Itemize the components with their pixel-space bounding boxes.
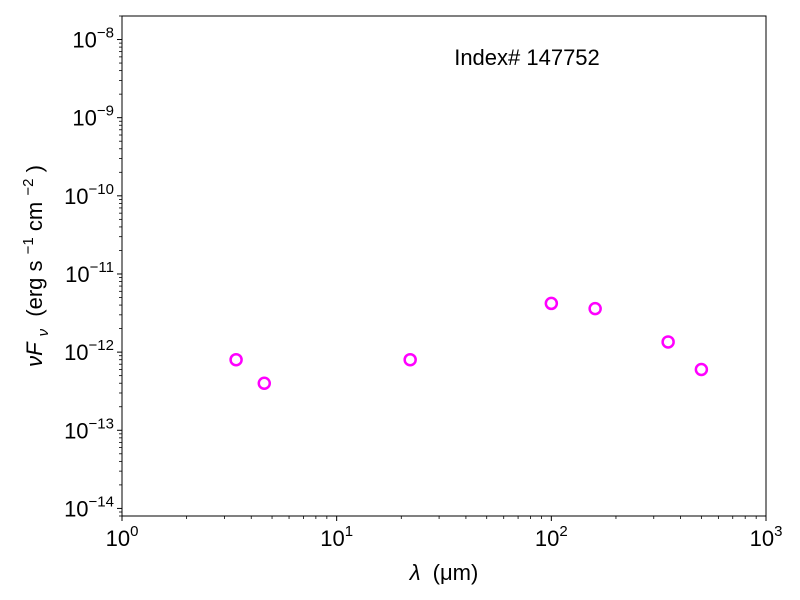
y-tick-label: 10−14 [64, 493, 114, 521]
x-tick-exponent: 1 [345, 523, 353, 540]
x-tick-exponent: 0 [130, 523, 138, 540]
data-point [403, 352, 417, 367]
y-tick-label: 10−11 [65, 259, 114, 287]
y-axis-unit-exp-1: −1 [20, 237, 37, 254]
x-tick-base: 10 [106, 526, 130, 551]
data-point [257, 376, 272, 390]
y-axis-symbol: νF [22, 341, 47, 367]
chart-annotation: Index# 147752 [454, 45, 600, 70]
y-tick-base: 10 [64, 340, 88, 365]
y-tick-exponent: −12 [89, 337, 114, 354]
data-point [229, 352, 243, 367]
y-tick-exponent: −10 [89, 181, 114, 198]
y-tick-exponent: −9 [97, 103, 114, 120]
plot-frame [121, 15, 767, 517]
y-tick-label: 10−12 [64, 337, 114, 365]
data-point [588, 301, 602, 316]
x-tick-exponent: 3 [774, 523, 782, 540]
data-point [661, 335, 675, 349]
x-tick-label: 103 [750, 523, 783, 551]
y-tick-base: 10 [64, 418, 88, 443]
y-tick-base: 10 [65, 262, 89, 287]
x-axis-label: λ (μm) [409, 560, 479, 585]
y-axis-unit-close: ) [22, 165, 47, 172]
x-tick-base: 10 [535, 526, 559, 551]
y-tick-base: 10 [64, 496, 88, 521]
data-points [229, 296, 709, 390]
y-tick-exponent: −13 [89, 415, 114, 432]
y-tick-base: 10 [64, 184, 88, 209]
y-axis-subscript: ν [35, 328, 52, 336]
y-axis-unit-1: (erg s [22, 260, 47, 316]
x-axis-symbol: λ [409, 560, 421, 585]
x-tick-exponent: 2 [559, 523, 567, 540]
y-tick-base: 10 [72, 28, 96, 53]
y-axis-label: νF ν (erg s −1 cm −2 ) [13, 165, 53, 367]
y-tick-label: 10−10 [64, 181, 114, 209]
y-tick-label: 10−9 [72, 103, 114, 131]
y-tick-label: 10−8 [72, 25, 114, 53]
y-tick-exponent: −11 [90, 259, 114, 276]
x-tick-label: 100 [106, 523, 139, 551]
x-axis-unit: (μm) [433, 560, 479, 585]
x-tick-base: 10 [320, 526, 344, 551]
x-tick-label: 101 [320, 523, 353, 551]
x-tick-base: 10 [750, 526, 774, 551]
y-tick-label: 10−13 [64, 415, 114, 443]
y-axis-unit-2: cm [22, 202, 47, 231]
ticks-layer: 100 101 102 10310−1410−1310−1210−1110−1010−… [64, 15, 783, 551]
y-tick-exponent: −8 [97, 25, 114, 42]
x-tick-label: 102 [535, 523, 568, 551]
data-point [694, 362, 709, 377]
y-axis-unit-exp-2: −2 [20, 179, 37, 196]
data-point [544, 296, 559, 311]
y-tick-exponent: −14 [89, 493, 114, 510]
y-tick-base: 10 [72, 106, 96, 131]
